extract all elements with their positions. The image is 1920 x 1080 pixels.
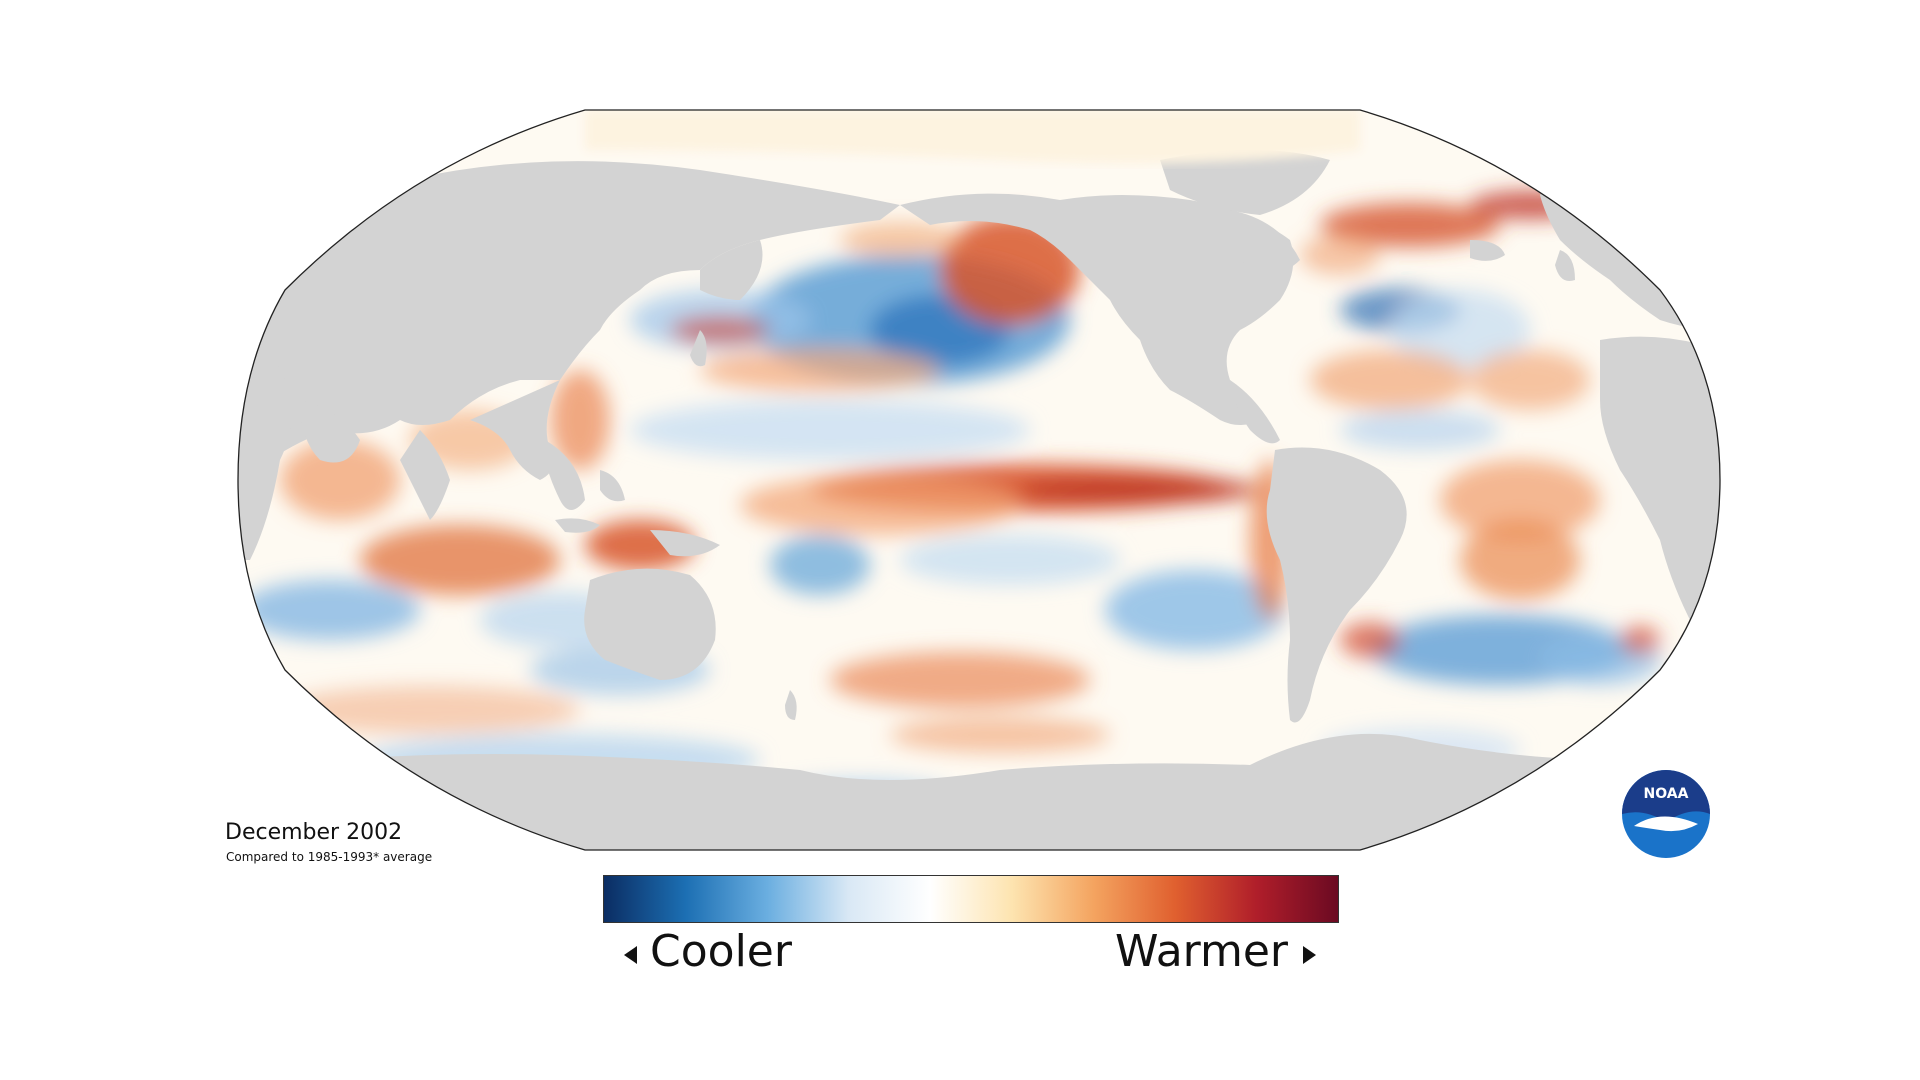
arrow-left-icon — [624, 946, 637, 964]
legend-warmer-label: Warmer — [1115, 926, 1288, 977]
noaa-logo: NOAA — [1622, 770, 1710, 858]
noaa-logo-text: NOAA — [1644, 786, 1689, 802]
arctic-ice — [585, 110, 1360, 164]
noaa-logo-top — [1622, 770, 1710, 822]
anomaly-field — [240, 191, 1660, 810]
noaa-logo-bird — [1634, 816, 1698, 832]
land — [238, 150, 1720, 850]
colorbar — [603, 875, 1339, 923]
caption-title: December 2002 — [225, 820, 403, 845]
globe — [238, 110, 1720, 850]
globe-outline — [237, 109, 1721, 851]
caption-subtitle: Compared to 1985-1993* average — [226, 850, 433, 864]
arrow-right-icon — [1303, 946, 1316, 964]
legend-cooler-label: Cooler — [650, 926, 792, 977]
